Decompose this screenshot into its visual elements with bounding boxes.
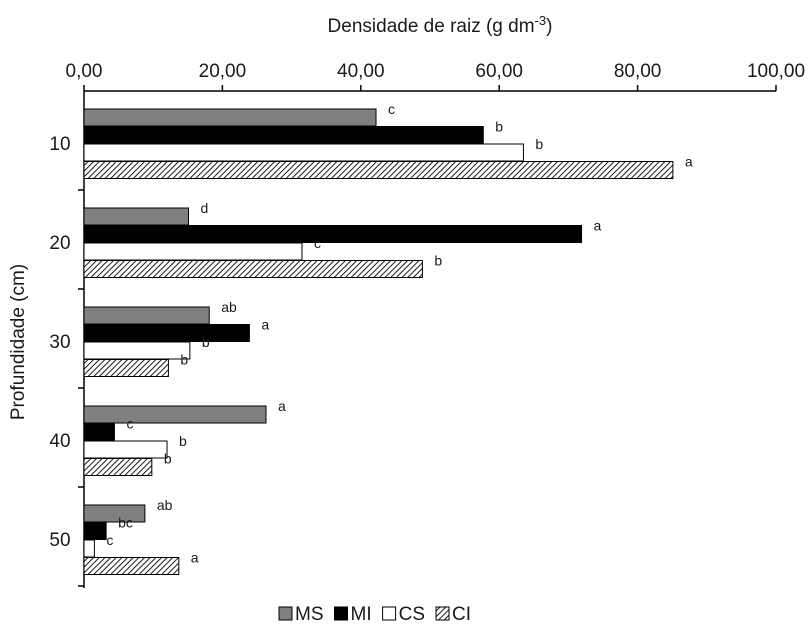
bar-cs (83, 539, 95, 558)
bar-cs (83, 242, 303, 261)
bar-label-ci: b (434, 253, 442, 269)
bar-label-ci: a (191, 550, 199, 566)
bar-label-mi: a (594, 218, 602, 234)
x-axis-title-end: ) (546, 16, 552, 37)
bar-ci (83, 161, 674, 179)
bar-ms (83, 108, 377, 127)
bar-cs (83, 440, 168, 459)
bar-mi (83, 225, 583, 243)
bar-label-ci: a (685, 154, 693, 170)
bar-mi (83, 324, 250, 342)
bar-ci (83, 359, 169, 377)
bar-label-cs: b (202, 334, 210, 350)
bar-label-ms: a (278, 398, 286, 414)
bar-ms (83, 207, 189, 226)
bar-mi (83, 126, 484, 144)
legend-swatch-ms (278, 606, 293, 621)
x-axis: 0,00 20,00 40,00 60,00 80,00 100,00 (66, 61, 805, 92)
bar-cs (83, 143, 524, 162)
legend-label-mi: MI (351, 604, 372, 625)
bar-label-ms: d (200, 200, 208, 216)
y-tick-label: 50 (49, 530, 70, 551)
x-tick-label: 0,00 (66, 61, 103, 82)
bar-label-ms: ab (157, 497, 173, 513)
bar-label-ci: b (164, 451, 172, 467)
bar-label-ms: c (388, 101, 395, 117)
bar-ms (83, 405, 267, 424)
y-axis-title: Profundidade (cm) (8, 264, 29, 420)
bar-ci (83, 557, 180, 575)
x-tick-label: 40,00 (337, 61, 385, 82)
legend-label-cs: CS (399, 604, 425, 625)
bar-label-ms: ab (221, 299, 237, 315)
x-axis-title: Densidade de raiz (g dm-3) (328, 13, 553, 37)
bar-mi (83, 522, 107, 540)
y-tick-label: 10 (49, 134, 70, 155)
bar-label-cs: c (314, 235, 321, 251)
bar-label-ci: b (180, 352, 188, 368)
bar-label-mi: b (495, 119, 503, 135)
x-tick-label: 20,00 (199, 61, 247, 82)
x-axis-title-superscript: -3 (535, 13, 547, 28)
legend: MS MI CS CI (278, 604, 471, 625)
y-tick-label: 40 (49, 431, 70, 452)
bar-ci (83, 260, 423, 278)
y-axis: 10 20 30 40 50 (49, 91, 85, 588)
legend-swatch-mi (334, 606, 348, 621)
legend-swatch-ci (435, 606, 450, 621)
y-tick-label: 20 (49, 233, 70, 254)
x-tick-label: 100,00 (747, 61, 805, 82)
bar-label-mi: bc (118, 515, 133, 531)
bar-mi (83, 423, 115, 441)
bar-ms (83, 504, 146, 523)
x-axis-title-main: Densidade de raiz (g dm (328, 16, 535, 37)
bar-label-cs: b (535, 136, 543, 152)
x-tick-label: 80,00 (614, 61, 662, 82)
bar-label-cs: b (179, 433, 187, 449)
bar-label-mi: c (126, 416, 133, 432)
legend-label-ci: CI (452, 604, 471, 625)
bar-label-cs: c (106, 532, 113, 548)
y-tick-label: 30 (49, 332, 70, 353)
x-tick-label: 60,00 (475, 61, 523, 82)
bar-label-mi: a (261, 317, 269, 333)
bar-ci (83, 458, 153, 476)
legend-swatch-cs (382, 606, 397, 621)
bar-cs (83, 341, 191, 360)
bar-ms (83, 306, 210, 325)
legend-label-ms: MS (295, 604, 324, 625)
